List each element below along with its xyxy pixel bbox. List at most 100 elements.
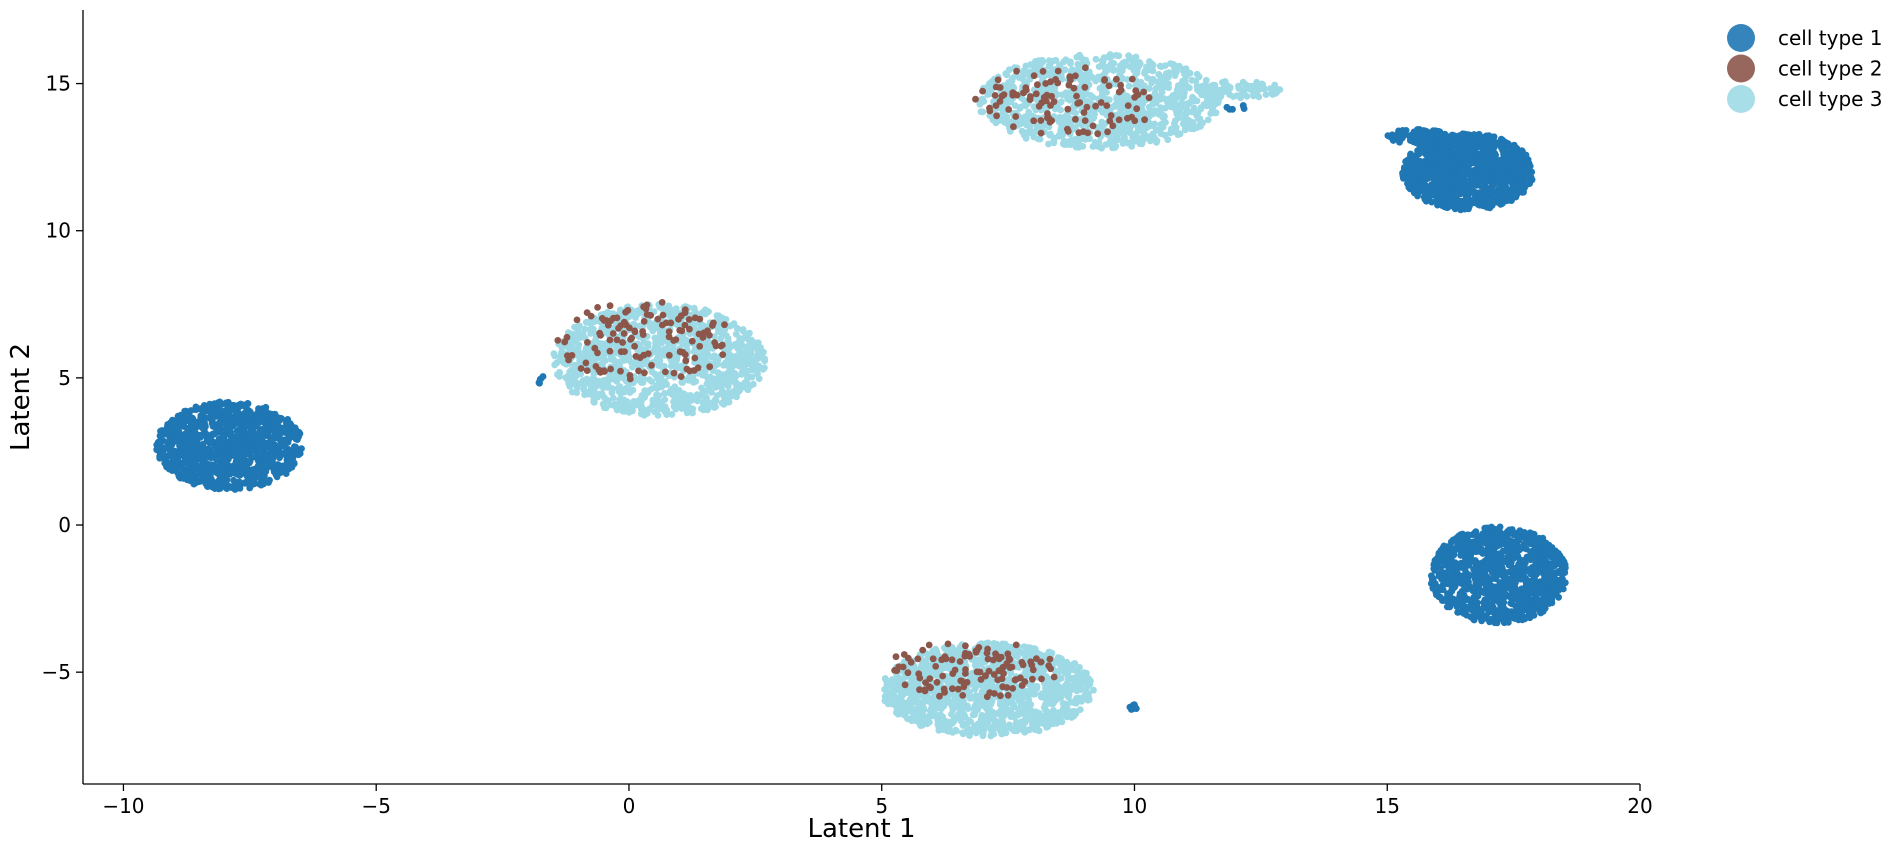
scatter-point bbox=[1548, 562, 1556, 570]
scatter-point bbox=[225, 462, 232, 469]
scatter-point bbox=[553, 359, 561, 367]
scatter-point bbox=[1549, 550, 1557, 558]
scatter-point bbox=[228, 484, 236, 491]
scatter-point bbox=[255, 433, 263, 440]
scatter-point bbox=[556, 373, 563, 380]
scatter-point bbox=[1489, 562, 1497, 569]
series-cell-type-1 bbox=[153, 102, 1569, 713]
scatter-point bbox=[1457, 206, 1465, 214]
scatter-point bbox=[257, 449, 265, 457]
scatter-point bbox=[655, 334, 663, 341]
scatter-point bbox=[1445, 550, 1453, 558]
scatter-point bbox=[1462, 536, 1470, 544]
scatter-point bbox=[162, 460, 170, 468]
scatter-point bbox=[585, 379, 593, 387]
scatter-point bbox=[633, 398, 641, 405]
scatter-point bbox=[1481, 159, 1488, 167]
scatter-point bbox=[715, 312, 723, 320]
scatter-point bbox=[163, 428, 171, 436]
scatter-point bbox=[206, 409, 214, 417]
scatter-point bbox=[741, 383, 749, 391]
scatter-point bbox=[246, 450, 254, 458]
scatter-point bbox=[1457, 551, 1465, 559]
scatter-point bbox=[246, 411, 254, 419]
scatter-point bbox=[1435, 549, 1443, 557]
scatter-point bbox=[227, 420, 235, 427]
scatter-point bbox=[602, 404, 610, 412]
scatter-point bbox=[720, 361, 727, 369]
scatter-point bbox=[268, 434, 275, 442]
scatter-point bbox=[1481, 564, 1489, 572]
scatter-point bbox=[252, 453, 260, 461]
scatter-point bbox=[226, 427, 234, 435]
scatter-point bbox=[686, 395, 694, 403]
scatter-point bbox=[157, 439, 165, 447]
scatter-point bbox=[1502, 192, 1510, 200]
scatter-point bbox=[1418, 147, 1426, 155]
scatter-point bbox=[239, 457, 247, 465]
scatter-point bbox=[153, 445, 161, 453]
scatter-point bbox=[1399, 169, 1406, 177]
scatter-point bbox=[1543, 540, 1550, 548]
scatter-point bbox=[639, 393, 647, 401]
scatter-point bbox=[1459, 130, 1467, 138]
scatter-point bbox=[1515, 600, 1523, 608]
scatter-point bbox=[1469, 136, 1477, 144]
scatter-point bbox=[575, 348, 582, 356]
scatter-point bbox=[201, 422, 209, 430]
scatter-point bbox=[1463, 604, 1470, 611]
scatter-point bbox=[211, 400, 218, 407]
scatter-point bbox=[1478, 606, 1486, 613]
scatter-point bbox=[1442, 148, 1450, 156]
scatter-point bbox=[1413, 156, 1421, 164]
scatter-point bbox=[215, 485, 223, 493]
scatter-point bbox=[210, 467, 218, 475]
scatter-point bbox=[1399, 126, 1407, 134]
scatter-point bbox=[1446, 202, 1454, 210]
scatter-point bbox=[219, 429, 227, 437]
scatter-point bbox=[229, 449, 237, 456]
scatter-point bbox=[1490, 181, 1498, 188]
scatter-point bbox=[241, 451, 249, 459]
scatter-point bbox=[725, 339, 732, 346]
scatter-point bbox=[191, 445, 199, 453]
scatter-point bbox=[255, 414, 263, 422]
scatter-point bbox=[1518, 570, 1526, 577]
scatter-point bbox=[692, 392, 700, 400]
scatter-point bbox=[745, 335, 752, 343]
scatter-point bbox=[1490, 199, 1497, 207]
scatter-point bbox=[176, 423, 184, 431]
scatter-point bbox=[176, 450, 184, 457]
scatter-point bbox=[649, 326, 657, 333]
scatter-point bbox=[1527, 578, 1534, 586]
series-cell-type-3 bbox=[550, 51, 1284, 740]
scatter-point bbox=[727, 365, 735, 373]
scatter-point bbox=[215, 479, 222, 487]
scatter-point bbox=[730, 353, 738, 361]
scatter-point bbox=[1431, 585, 1439, 593]
scatter-point bbox=[576, 334, 584, 342]
scatter-point bbox=[219, 468, 227, 476]
scatter-point bbox=[1476, 173, 1484, 180]
scatter-point bbox=[1418, 169, 1426, 177]
scatter-point bbox=[751, 358, 759, 366]
scatter-point bbox=[204, 436, 212, 444]
scatter-point bbox=[1447, 580, 1455, 588]
scatter-point bbox=[1475, 541, 1483, 549]
scatter-point bbox=[1450, 174, 1458, 181]
scatter-point bbox=[1223, 103, 1231, 111]
scatter-point bbox=[1453, 188, 1461, 196]
scatter-point bbox=[659, 406, 667, 413]
scatter-point bbox=[235, 410, 243, 417]
scatter-point bbox=[235, 471, 243, 479]
scatter-point bbox=[1436, 164, 1444, 172]
scatter-point bbox=[272, 418, 280, 425]
scatter-point bbox=[1412, 139, 1420, 147]
scatter-point bbox=[178, 462, 185, 470]
scatter-point bbox=[721, 379, 729, 387]
scatter-point bbox=[216, 450, 224, 458]
scatter-point bbox=[681, 401, 689, 409]
scatter-point bbox=[217, 462, 225, 469]
scatter-point bbox=[240, 401, 248, 409]
scatter-point bbox=[1470, 611, 1478, 618]
